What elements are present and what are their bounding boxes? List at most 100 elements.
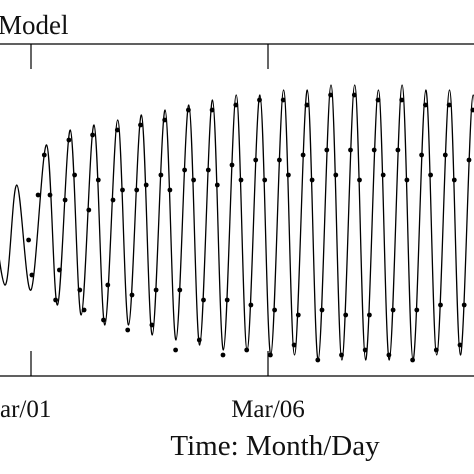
observation-point	[380, 172, 386, 178]
observation-points	[26, 92, 474, 363]
observation-point	[309, 177, 315, 183]
observation-point	[414, 307, 420, 313]
observation-point	[114, 127, 120, 133]
plot-area	[0, 84, 474, 363]
observation-point	[248, 302, 254, 308]
observation-point	[26, 237, 31, 243]
x-tick-label: ar/01	[0, 396, 51, 423]
observation-point	[291, 342, 297, 348]
observation-point	[72, 172, 77, 178]
observation-point	[134, 187, 140, 193]
observation-point	[375, 97, 381, 103]
observation-point	[367, 312, 372, 318]
observation-point	[395, 147, 401, 153]
observation-point	[272, 307, 277, 313]
observation-point	[167, 187, 173, 193]
observation-point	[229, 162, 235, 168]
chart-title: Model	[0, 10, 69, 40]
observation-point	[138, 122, 143, 128]
observation-point	[348, 147, 353, 153]
model-series-line	[0, 84, 474, 361]
observation-point	[186, 107, 191, 113]
observation-point	[351, 92, 357, 98]
observation-point	[105, 282, 111, 288]
observation-point	[457, 342, 463, 348]
observation-point	[62, 197, 68, 203]
observation-point	[295, 312, 301, 318]
observation-point	[29, 272, 35, 278]
observation-point	[244, 347, 250, 353]
observation-point	[315, 357, 321, 363]
observation-point	[143, 182, 149, 188]
observation-point	[404, 177, 410, 183]
observation-point	[470, 107, 474, 113]
observation-point	[47, 192, 53, 198]
observation-point	[280, 97, 286, 103]
observation-point	[233, 102, 239, 108]
observation-point	[339, 352, 344, 358]
observation-point	[158, 172, 164, 178]
observation-point	[182, 167, 188, 173]
observation-point	[41, 152, 47, 158]
observation-point	[277, 157, 282, 163]
observation-point	[410, 357, 415, 363]
observation-point	[205, 167, 211, 173]
observation-point	[300, 152, 306, 158]
observation-point	[191, 177, 197, 183]
observation-point	[153, 287, 159, 293]
observation-point	[209, 107, 215, 113]
observation-point	[286, 172, 291, 178]
observation-point	[90, 132, 95, 138]
observation-point	[461, 302, 467, 308]
observation-point	[201, 297, 206, 303]
x-axis-label: Time: Month/Day	[170, 430, 380, 462]
x-tick-label: Mar/06	[231, 396, 305, 423]
observation-point	[466, 157, 472, 163]
observation-point	[253, 157, 259, 163]
observation-point	[214, 182, 220, 188]
observation-point	[125, 327, 131, 333]
observation-point	[149, 322, 155, 328]
bottom-ticks	[30, 351, 269, 376]
observation-point	[433, 347, 439, 353]
observation-point	[257, 97, 262, 103]
observation-point	[386, 352, 392, 358]
observation-point	[446, 102, 452, 108]
observation-point	[35, 192, 41, 198]
observation-point	[304, 102, 310, 108]
observation-point	[66, 137, 72, 143]
observation-point	[357, 177, 362, 183]
observation-point	[220, 352, 226, 358]
observation-point	[177, 287, 183, 293]
observation-point	[110, 197, 116, 203]
observation-point	[262, 177, 268, 183]
observation-point	[95, 177, 101, 183]
observation-point	[53, 297, 58, 303]
observation-point	[173, 347, 179, 353]
observation-point	[81, 307, 87, 313]
observation-point	[371, 147, 377, 153]
observation-point	[196, 337, 202, 343]
observation-point	[328, 92, 333, 98]
observation-point	[324, 147, 330, 153]
observation-point	[362, 347, 368, 353]
observation-point	[268, 352, 273, 358]
observation-point	[399, 97, 405, 103]
observation-point	[224, 297, 230, 303]
observation-point	[438, 302, 443, 308]
observation-point	[419, 152, 424, 158]
observation-point	[129, 292, 135, 298]
observation-point	[390, 307, 396, 313]
observation-point	[238, 177, 244, 183]
observation-point	[423, 102, 428, 108]
observation-point	[442, 152, 448, 158]
observation-point	[333, 172, 339, 178]
top-ticks	[30, 44, 269, 69]
observation-point	[343, 312, 349, 318]
observation-point	[428, 172, 433, 178]
observation-point	[162, 117, 168, 123]
observation-point	[120, 187, 125, 193]
observation-point	[319, 307, 325, 313]
